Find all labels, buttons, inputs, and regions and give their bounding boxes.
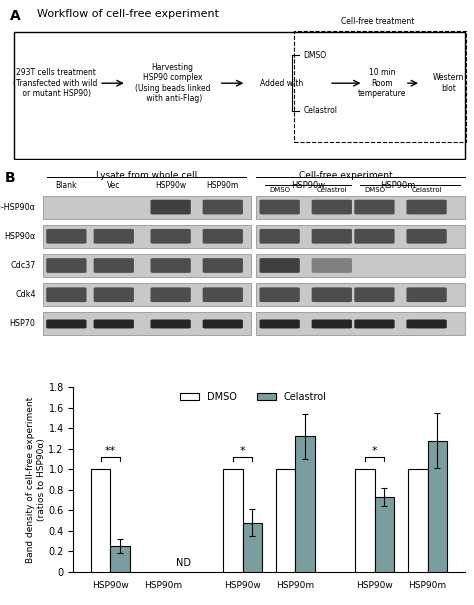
- FancyBboxPatch shape: [43, 254, 251, 277]
- FancyBboxPatch shape: [94, 229, 134, 244]
- FancyBboxPatch shape: [94, 287, 134, 302]
- Bar: [91, 469, 110, 572]
- Text: Cdc37: Cdc37: [10, 261, 36, 270]
- Text: HSP90m: HSP90m: [207, 181, 239, 190]
- Text: Lysate from whole cell: Lysate from whole cell: [96, 171, 198, 180]
- FancyBboxPatch shape: [407, 200, 447, 214]
- FancyBboxPatch shape: [43, 195, 251, 218]
- FancyBboxPatch shape: [256, 312, 465, 335]
- Text: Western
blot: Western blot: [433, 73, 464, 93]
- FancyBboxPatch shape: [256, 225, 465, 248]
- Text: Celastrol: Celastrol: [411, 188, 442, 193]
- FancyBboxPatch shape: [46, 319, 86, 329]
- FancyBboxPatch shape: [151, 258, 191, 273]
- Text: Workflow of cell-free experiment: Workflow of cell-free experiment: [37, 9, 219, 19]
- FancyBboxPatch shape: [203, 200, 243, 214]
- FancyBboxPatch shape: [259, 229, 300, 244]
- FancyBboxPatch shape: [46, 287, 86, 302]
- Text: Cell-free treatment: Cell-free treatment: [341, 17, 414, 26]
- FancyBboxPatch shape: [256, 283, 465, 306]
- Bar: [276, 469, 295, 572]
- Text: Flag-HSP90α: Flag-HSP90α: [0, 203, 36, 212]
- Text: Blank: Blank: [55, 181, 77, 190]
- FancyBboxPatch shape: [259, 319, 300, 329]
- FancyBboxPatch shape: [354, 229, 394, 244]
- Text: *: *: [240, 446, 246, 456]
- FancyBboxPatch shape: [354, 319, 394, 329]
- Text: A: A: [9, 9, 20, 23]
- Bar: [428, 440, 447, 572]
- Text: **: **: [105, 446, 116, 456]
- FancyBboxPatch shape: [312, 258, 352, 273]
- FancyBboxPatch shape: [203, 229, 243, 244]
- Text: B: B: [5, 171, 15, 185]
- FancyBboxPatch shape: [407, 229, 447, 244]
- Bar: [374, 497, 394, 572]
- FancyBboxPatch shape: [312, 200, 352, 214]
- Bar: [243, 523, 262, 572]
- Y-axis label: Band density of cell-free experiment
(ratios to HSP90α): Band density of cell-free experiment (ra…: [26, 396, 46, 563]
- FancyBboxPatch shape: [151, 229, 191, 244]
- FancyBboxPatch shape: [43, 225, 251, 248]
- Text: DMSO: DMSO: [269, 188, 290, 193]
- Text: HSP70: HSP70: [9, 319, 36, 329]
- FancyBboxPatch shape: [46, 229, 86, 244]
- FancyBboxPatch shape: [14, 32, 465, 159]
- Text: DMSO: DMSO: [364, 188, 385, 193]
- Text: Added with: Added with: [260, 79, 303, 88]
- Text: Celastrol: Celastrol: [304, 106, 338, 116]
- FancyBboxPatch shape: [203, 319, 243, 329]
- Text: Harvesting
HSP90 complex
(Using beads linked
 with anti-Flag): Harvesting HSP90 complex (Using beads li…: [135, 63, 210, 103]
- Legend: DMSO, Celastrol: DMSO, Celastrol: [176, 388, 330, 406]
- FancyBboxPatch shape: [203, 287, 243, 302]
- FancyBboxPatch shape: [259, 287, 300, 302]
- Text: HSP90w: HSP90w: [155, 181, 186, 190]
- Text: 10 min
Room
temperature: 10 min Room temperature: [358, 68, 406, 98]
- FancyBboxPatch shape: [354, 287, 394, 302]
- FancyBboxPatch shape: [94, 319, 134, 329]
- Bar: [110, 546, 130, 572]
- FancyBboxPatch shape: [407, 287, 447, 302]
- FancyBboxPatch shape: [46, 258, 86, 273]
- Bar: [408, 469, 428, 572]
- FancyBboxPatch shape: [203, 258, 243, 273]
- FancyBboxPatch shape: [407, 319, 447, 329]
- Text: 293T cells treatment
(Transfected with wild
 or mutant HSP90): 293T cells treatment (Transfected with w…: [13, 68, 98, 98]
- Bar: [355, 469, 374, 572]
- FancyBboxPatch shape: [312, 229, 352, 244]
- FancyBboxPatch shape: [259, 258, 300, 273]
- FancyBboxPatch shape: [312, 287, 352, 302]
- Text: *: *: [372, 446, 377, 456]
- Text: DMSO: DMSO: [304, 51, 327, 60]
- FancyBboxPatch shape: [259, 200, 300, 214]
- FancyBboxPatch shape: [94, 258, 134, 273]
- FancyBboxPatch shape: [43, 312, 251, 335]
- Bar: [223, 469, 243, 572]
- Text: Vec: Vec: [107, 181, 120, 190]
- FancyBboxPatch shape: [354, 200, 394, 214]
- Text: HSP90m: HSP90m: [381, 181, 416, 190]
- Bar: [295, 436, 315, 572]
- Text: HSP90α: HSP90α: [4, 232, 36, 241]
- Text: Cell-free experiment: Cell-free experiment: [299, 171, 393, 180]
- FancyBboxPatch shape: [43, 283, 251, 306]
- Text: Celastrol: Celastrol: [317, 188, 347, 193]
- FancyBboxPatch shape: [256, 254, 465, 277]
- Text: ND: ND: [176, 558, 191, 567]
- Text: HSP90w: HSP90w: [291, 181, 325, 190]
- FancyBboxPatch shape: [256, 195, 465, 218]
- Text: Cdk4: Cdk4: [15, 290, 36, 299]
- FancyBboxPatch shape: [312, 319, 352, 329]
- FancyBboxPatch shape: [151, 200, 191, 214]
- FancyBboxPatch shape: [151, 319, 191, 329]
- FancyBboxPatch shape: [151, 287, 191, 302]
